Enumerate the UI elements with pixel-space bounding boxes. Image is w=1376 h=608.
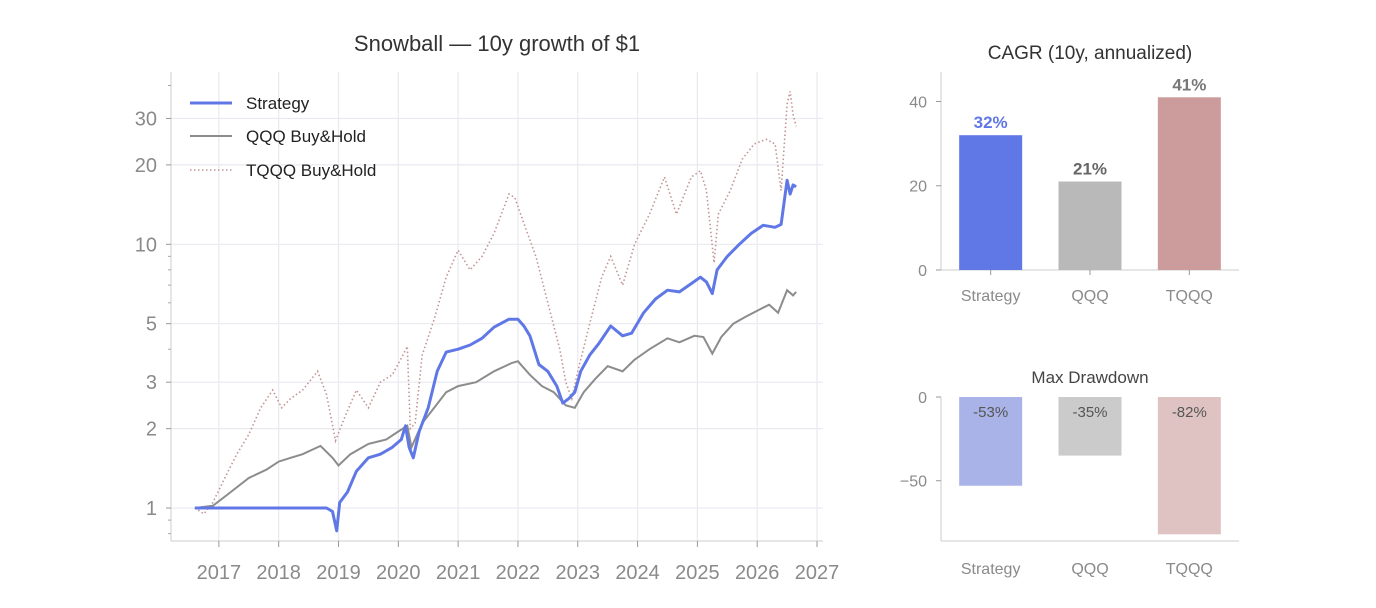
cagr-value-label: 41%	[1172, 75, 1206, 94]
series-line-strategy	[194, 178, 797, 533]
drawdown-bar-strategy	[959, 397, 1023, 486]
cagr-y-tick-label: 40	[909, 94, 927, 111]
drawdown-value-label: -82%	[1172, 404, 1207, 421]
cagr-chart-title: CAGR (10y, annualized)	[988, 43, 1193, 64]
cagr-bar-qqq	[1058, 181, 1122, 270]
drawdown-bar-qqq	[1058, 397, 1122, 456]
y-tick-label: 3	[146, 372, 157, 394]
drawdown-y-ticks: 0 −50	[900, 390, 941, 491]
x-tick-label: 2018	[256, 562, 301, 584]
y-tick-label: 5	[146, 314, 157, 336]
legend-tqqq-label: TQQQ Buy&Hold	[246, 161, 376, 180]
series-line-qqq-buy-hold	[194, 288, 797, 509]
drawdown-chart-title: Max Drawdown	[1031, 368, 1148, 387]
x-tick-label: 2020	[376, 562, 421, 584]
cagr-y-tick-label: 20	[909, 179, 927, 196]
x-tick-label: 2024	[615, 562, 660, 584]
cagr-value-label: 32%	[974, 113, 1008, 132]
growth-chart: Snowball — 10y growth of $1 1 2 3 5 10 20 30 2…	[135, 31, 840, 584]
drawdown-category-label: Strategy	[961, 561, 1021, 578]
drawdown-value-label: -53%	[973, 404, 1008, 421]
cagr-category-label: Strategy	[961, 288, 1021, 305]
x-tick-label: 2027	[795, 562, 840, 584]
cagr-y-tick-label: 0	[918, 263, 927, 280]
legend-strategy-label: Strategy	[246, 94, 310, 113]
x-tick-label: 2026	[735, 562, 780, 584]
x-tick-label: 2019	[316, 562, 361, 584]
drawdown-bars: -53% Strategy -35% QQQ -82% TQQQ	[959, 397, 1221, 578]
y-tick-label: 1	[146, 498, 157, 520]
cagr-chart: CAGR (10y, annualized) 0 20 40 32% Strategy…	[909, 43, 1239, 305]
drawdown-y-tick-label: 0	[918, 390, 927, 407]
cagr-category-label: TQQQ	[1166, 288, 1213, 305]
x-tick-label: 2021	[436, 562, 481, 584]
growth-chart-y-ticks: 1 2 3 5 10 20 30	[135, 84, 171, 535]
drawdown-category-label: QQQ	[1071, 561, 1108, 578]
drawdown-y-tick-label: −50	[900, 474, 927, 491]
y-tick-label: 10	[135, 234, 157, 256]
drawdown-value-label: -35%	[1072, 404, 1107, 421]
cagr-y-ticks: 0 20 40	[909, 94, 941, 280]
x-tick-label: 2025	[675, 562, 720, 584]
drawdown-category-label: TQQQ	[1166, 561, 1213, 578]
cagr-bar-strategy	[959, 135, 1023, 270]
x-tick-label: 2023	[556, 562, 601, 584]
y-tick-label: 30	[135, 108, 157, 130]
cagr-category-label: QQQ	[1071, 288, 1108, 305]
legend-qqq-label: QQQ Buy&Hold	[246, 127, 366, 146]
cagr-bars: 32% Strategy 21% QQQ 41% TQQQ	[959, 75, 1221, 305]
growth-chart-grid	[171, 72, 823, 541]
growth-chart-title: Snowball — 10y growth of $1	[354, 31, 640, 56]
drawdown-chart: Max Drawdown 0 −50 -53% Strategy -35% QQQ -82…	[900, 368, 1239, 578]
drawdown-bar-tqqq	[1157, 397, 1221, 535]
cagr-bar-tqqq	[1157, 97, 1221, 270]
y-tick-label: 2	[146, 419, 157, 441]
series-line-tqqq-buy-hold	[194, 91, 797, 515]
growth-chart-lines	[194, 91, 797, 533]
x-tick-label: 2022	[496, 562, 541, 584]
y-tick-label: 20	[135, 155, 157, 177]
growth-chart-x-ticks: 2017 2018 2019 2020 2021 2022 2023 2024 2025 2026…	[197, 541, 840, 584]
x-tick-label: 2017	[197, 562, 242, 584]
growth-chart-legend: Strategy QQQ Buy&Hold TQQQ Buy&Hold	[190, 94, 376, 180]
cagr-value-label: 21%	[1073, 160, 1107, 179]
